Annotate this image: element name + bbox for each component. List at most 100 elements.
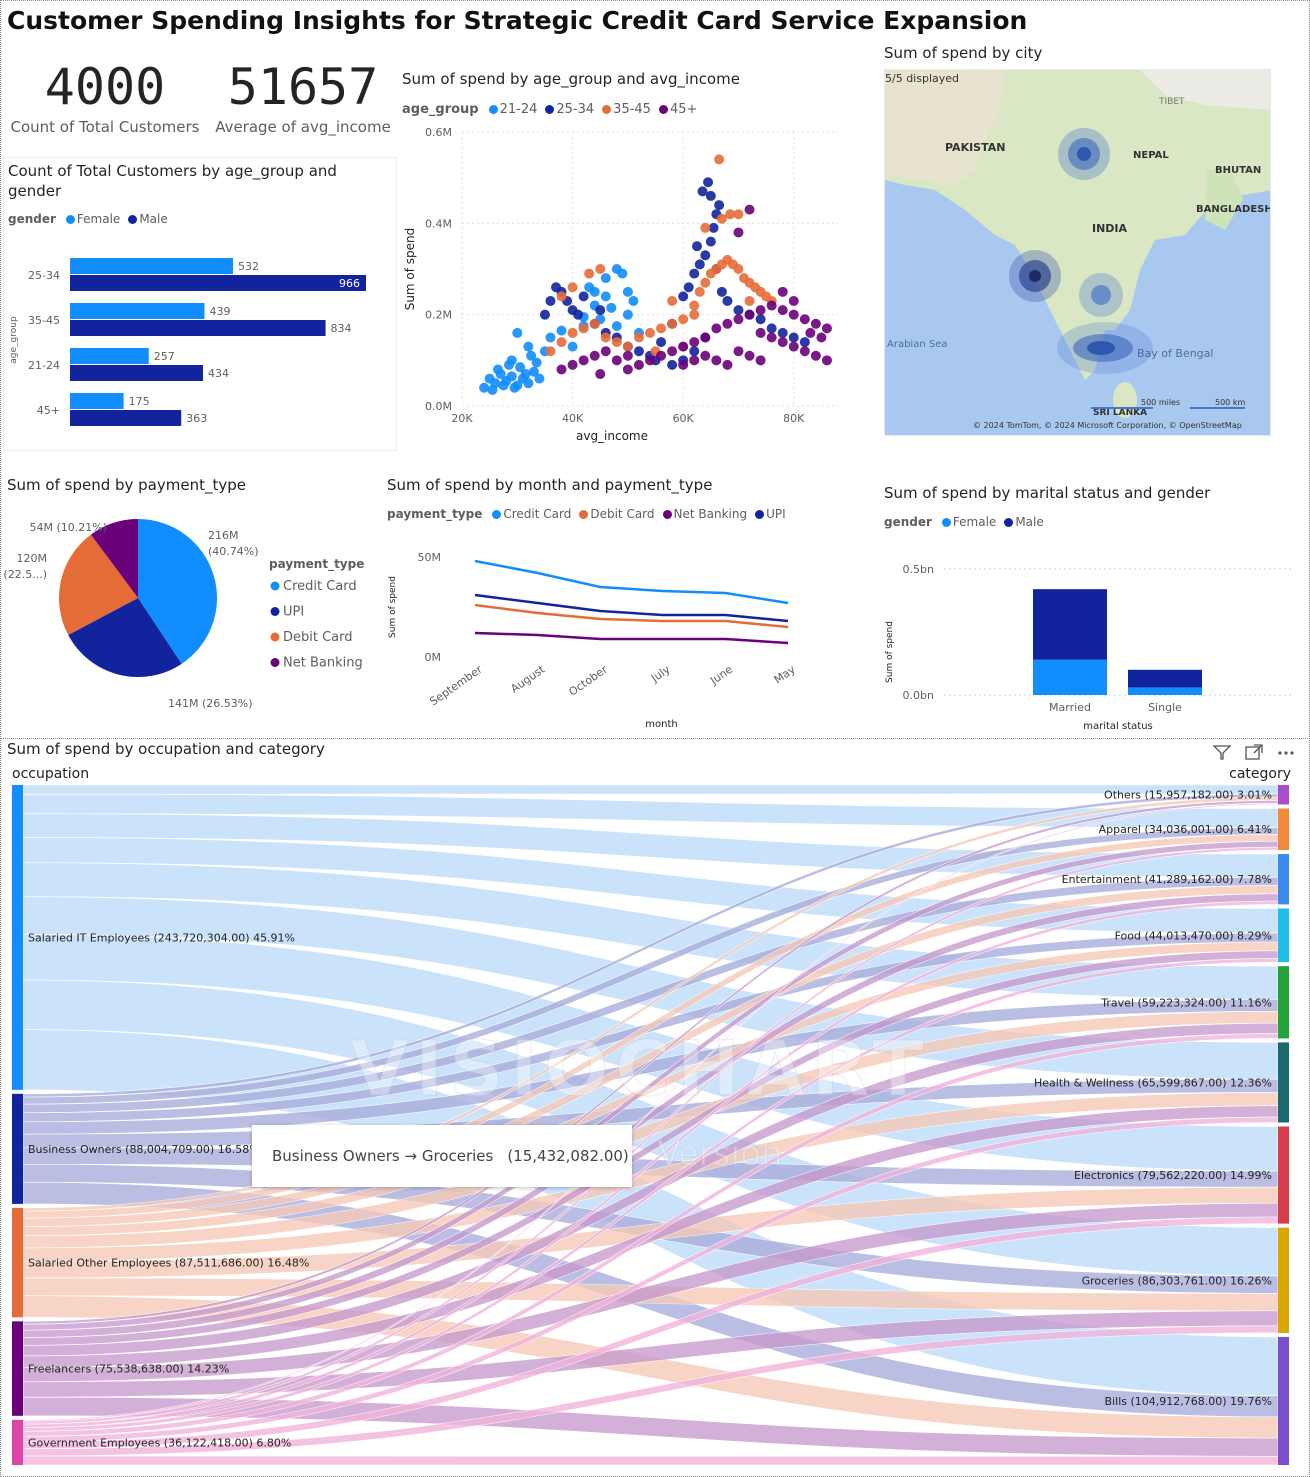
pie-slice bbox=[68, 598, 182, 677]
tick-label: Single bbox=[1148, 701, 1182, 714]
scatter-point bbox=[526, 350, 537, 361]
scatter-point bbox=[733, 227, 744, 238]
scatter-point bbox=[512, 327, 523, 338]
bar bbox=[70, 303, 205, 319]
tick-label: 21-24 bbox=[28, 359, 60, 372]
data-label: 216M bbox=[208, 529, 239, 542]
map-bubble bbox=[1091, 285, 1111, 305]
map-label: NEPAL bbox=[1133, 150, 1169, 161]
bar bbox=[70, 258, 234, 274]
scatter-point bbox=[755, 314, 766, 325]
map-attribution: © 2024 TomTom, © 2024 Microsoft Corporat… bbox=[973, 421, 1242, 430]
scatter-point bbox=[628, 295, 639, 306]
data-label: 532 bbox=[238, 260, 259, 273]
scatter-point bbox=[805, 327, 816, 338]
scatter-point bbox=[678, 314, 689, 325]
month-line-chart: 50M 0M Sum of spend September August October J… bbox=[388, 551, 798, 730]
scatter-point bbox=[645, 355, 655, 366]
tick-label: July bbox=[648, 663, 673, 686]
legend-female: Female bbox=[76, 212, 121, 226]
legend-marker bbox=[270, 658, 280, 667]
legend-credit-card: Credit Card bbox=[503, 507, 572, 521]
map-display-count: 5/5 displayed bbox=[885, 72, 960, 85]
pie-slice bbox=[58, 534, 138, 636]
more-options-icon[interactable] bbox=[1276, 743, 1296, 761]
scatter-point bbox=[716, 213, 727, 224]
scatter-point bbox=[700, 277, 711, 288]
tick-label: 45+ bbox=[37, 404, 60, 417]
scatter-point bbox=[506, 371, 517, 382]
sankey-source-label: Government Employees (36,122,418.00) 6.8… bbox=[28, 1436, 291, 1449]
sankey-flow bbox=[22, 1455, 1279, 1466]
legend-female: Female bbox=[952, 515, 997, 529]
data-label: 54M (10.21%) bbox=[29, 521, 107, 534]
sankey-source-label: Freelancers (75,538,638.00) 14.23% bbox=[28, 1363, 229, 1376]
scatter-point bbox=[667, 346, 678, 357]
month-line-visual[interactable]: Sum of spend by month and payment_type p… bbox=[383, 470, 823, 732]
legend-45-plus: 45+ bbox=[669, 102, 698, 117]
marital-bar-visual[interactable]: Sum of spend by marital status and gende… bbox=[880, 478, 1300, 734]
scatter-point bbox=[689, 309, 700, 320]
age-gender-visual[interactable]: Count of Total Customers by age_group an… bbox=[3, 157, 397, 451]
scatter-point bbox=[567, 341, 578, 352]
sankey-source-node bbox=[12, 785, 23, 1090]
legend-title: age_group bbox=[402, 102, 479, 117]
scatter-point bbox=[573, 309, 584, 320]
scatter-point bbox=[534, 373, 545, 384]
tooltip-value: (15,432,082.00) bbox=[507, 1147, 629, 1165]
scatter-point bbox=[705, 190, 716, 201]
scatter-point bbox=[531, 357, 542, 368]
data-label: 434 bbox=[208, 367, 229, 380]
bar bbox=[70, 410, 182, 426]
map-scale: 500 miles bbox=[1141, 398, 1180, 407]
sankey-left-header: occupation bbox=[12, 766, 90, 782]
legend: age_group 21-24 25-34 35-45 45+ bbox=[402, 102, 701, 117]
kpi-card-customers[interactable]: 4000 Count of Total Customers bbox=[10, 58, 200, 148]
filter-icon[interactable] bbox=[1212, 743, 1232, 761]
sankey-visual[interactable]: Sum of spend by occupation and category … bbox=[0, 739, 1310, 1477]
map-label: BANGLADESH bbox=[1196, 204, 1271, 215]
legend-male: Male bbox=[139, 212, 168, 226]
axis-label-y: Sum of spend bbox=[885, 621, 895, 683]
scatter-point bbox=[816, 332, 827, 343]
tick-label: May bbox=[772, 663, 798, 687]
legend-title: payment_type bbox=[387, 507, 483, 521]
scatter-point bbox=[755, 355, 766, 366]
scatter-point bbox=[725, 209, 736, 220]
kpi-card-avg-income[interactable]: 51657 Average of avg_income bbox=[208, 58, 398, 148]
data-label: 120M bbox=[17, 552, 48, 565]
scatter-point bbox=[545, 346, 556, 357]
scatter-point bbox=[810, 350, 821, 361]
scatter-point bbox=[667, 359, 678, 370]
scatter-visual[interactable]: Sum of spend by age_group and avg_income… bbox=[398, 66, 850, 450]
arrow-icon: → bbox=[399, 1147, 422, 1165]
scatter-point bbox=[744, 309, 755, 320]
scatter-point bbox=[766, 300, 777, 311]
city-map[interactable]: PAKISTAN NEPAL BHUTAN BANGLADESH INDIA T… bbox=[884, 69, 1271, 436]
tick-label: 80K bbox=[783, 412, 805, 425]
scatter-point bbox=[799, 337, 810, 348]
scatter-point bbox=[606, 302, 617, 313]
scatter-point bbox=[545, 295, 556, 306]
bar-segment bbox=[1128, 687, 1202, 695]
payment-pie-visual[interactable]: Sum of spend by payment_type 216M (40.74%… bbox=[3, 470, 373, 730]
data-label: 363 bbox=[186, 412, 207, 425]
focus-mode-icon[interactable] bbox=[1244, 743, 1264, 761]
tick-label: 50M bbox=[418, 551, 442, 564]
sankey-flow bbox=[22, 784, 1279, 795]
sankey-tooltip: Business Owners → Groceries (15,432,082.… bbox=[252, 1125, 632, 1187]
map-canvas: PAKISTAN NEPAL BHUTAN BANGLADESH INDIA T… bbox=[885, 70, 1271, 430]
sankey-source-node bbox=[12, 1419, 23, 1465]
scatter-point bbox=[733, 209, 744, 220]
tooltip-source: Business Owners bbox=[272, 1147, 400, 1165]
data-label: (22.5...) bbox=[3, 568, 47, 581]
tick-label: Married bbox=[1049, 701, 1091, 714]
scatter-point bbox=[733, 346, 744, 357]
scatter-point bbox=[545, 332, 556, 343]
legend: payment_type Credit Card Debit Card Net … bbox=[387, 507, 790, 521]
data-label: 439 bbox=[210, 305, 231, 318]
tick-label: 25-34 bbox=[28, 269, 60, 282]
legend-item: UPI bbox=[283, 605, 304, 620]
section-divider bbox=[0, 738, 1310, 739]
scatter-point bbox=[492, 364, 503, 375]
